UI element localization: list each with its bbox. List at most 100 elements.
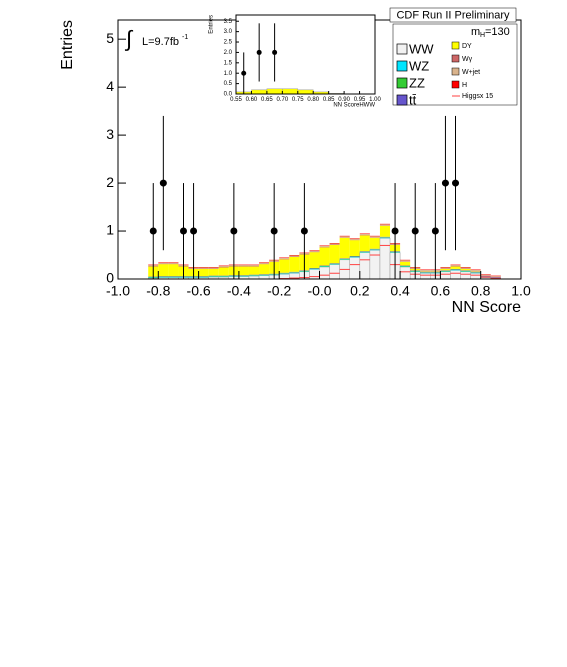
hist-bar (359, 235, 370, 252)
hist-bar (379, 224, 391, 226)
legend-swatch (396, 94, 408, 106)
legend-swatch (451, 80, 460, 89)
data-point (179, 227, 187, 235)
hist-bar (309, 252, 320, 268)
hist-bar (450, 265, 461, 267)
hist-bar (379, 237, 391, 280)
hist-bar (460, 268, 471, 271)
y-tick-label: 3.5 (224, 19, 233, 25)
hist-bar (440, 271, 451, 280)
legend-label: DY (462, 43, 472, 50)
x-tick-label: -1.0 (106, 282, 130, 298)
data-point (159, 179, 167, 187)
lumi-text: L=9.7fb (142, 36, 179, 48)
legend-label: Wγ (462, 56, 473, 63)
hist-bar (450, 270, 461, 280)
y-tick-label: 1 (106, 222, 114, 238)
x-tick-label: -0.0 (307, 282, 331, 298)
mass-text: =130 (485, 26, 510, 38)
x-tick-label: 0.4 (390, 282, 410, 298)
x-tick-label: 0.65 (261, 97, 273, 103)
hist-bar (460, 267, 471, 269)
hist-bar (329, 264, 340, 280)
hist-bar (359, 233, 370, 235)
hist-bar (297, 89, 314, 95)
data-point (391, 227, 399, 235)
hist-bar (198, 267, 209, 269)
lumi-integral: ∫ (124, 26, 134, 51)
hist-bar (238, 266, 249, 276)
lumi-sup: -1 (182, 34, 188, 41)
hist-bar (289, 256, 300, 272)
x-tick-label: 0.8 (471, 282, 491, 298)
x-tick-label: -0.2 (267, 282, 291, 298)
legend-label: W+jet (462, 69, 480, 76)
mass-symbol: m (471, 26, 480, 38)
hist-bar (400, 260, 411, 262)
y-tick-label: 3.0 (224, 29, 233, 35)
y-tick-label: 0.0 (224, 92, 233, 98)
hist-bar (258, 275, 270, 280)
hist-bar (460, 271, 471, 280)
legend-swatch (396, 43, 408, 55)
hist-bar (259, 264, 270, 275)
hist-bar (282, 88, 299, 95)
hist-bar (470, 272, 481, 280)
data-point (411, 227, 419, 235)
x-tick-label: -0.6 (187, 282, 211, 298)
x-tick-label: 0.95 (354, 97, 366, 103)
hist-bar (259, 262, 270, 264)
y-tick-label: 4 (106, 78, 114, 94)
y-axis-label: Entries (59, 20, 76, 70)
frame (235, 14, 376, 95)
y-tick-label: 2.0 (224, 50, 233, 56)
y-axis-label: Entries (209, 15, 215, 34)
legend-swatch (396, 77, 408, 89)
hist-bar (266, 88, 283, 95)
hist-bar (279, 259, 290, 273)
hist-bar (309, 269, 320, 280)
hist-bar (248, 265, 260, 267)
hist-bar (319, 247, 330, 266)
legend-swatch (451, 41, 460, 50)
hist-bar (339, 236, 350, 238)
x-tick-label: 0.55 (230, 97, 242, 103)
hist-bar (218, 266, 229, 268)
hist-bar (289, 255, 300, 257)
hist-bar (329, 243, 340, 245)
hist-bar (480, 274, 491, 276)
x-axis-label: NN Score (452, 299, 521, 316)
legend-label: WW (409, 41, 434, 56)
legend-swatch (451, 54, 460, 63)
hist-bar (359, 252, 371, 280)
y-tick-label: 5 (106, 30, 114, 46)
y-tick-label: 2 (106, 174, 114, 190)
legend-swatch (396, 60, 408, 72)
legend-label: ZZ (409, 75, 425, 90)
data-point (431, 227, 439, 235)
y-tick-label: 2.5 (224, 40, 233, 46)
hist-bar (319, 266, 330, 280)
hist-bar (158, 264, 169, 277)
chart-title: CDF Run II Preliminary (396, 9, 510, 21)
hist-bar (309, 250, 320, 252)
hist-bar (399, 266, 411, 280)
x-tick-label: 0.85 (323, 97, 335, 103)
y-tick-label: 0 (106, 270, 114, 286)
hist-bar (208, 268, 219, 276)
hist-bar (279, 257, 290, 259)
hist-bar (168, 264, 179, 277)
hist-bar (168, 262, 179, 264)
data-point (190, 227, 198, 235)
x-tick-label: 0.6 (431, 282, 451, 298)
x-tick-label: 0.2 (350, 282, 370, 298)
hist-bar (490, 276, 501, 278)
data-point (270, 227, 278, 235)
x-tick-label: 0.70 (276, 97, 288, 103)
plot-area (236, 15, 375, 94)
x-axis-label: NN ScoreHWW (333, 103, 375, 109)
legend-label: WZ (409, 58, 429, 73)
data-point (230, 227, 238, 235)
data-point (452, 179, 460, 187)
data-point (149, 227, 157, 235)
